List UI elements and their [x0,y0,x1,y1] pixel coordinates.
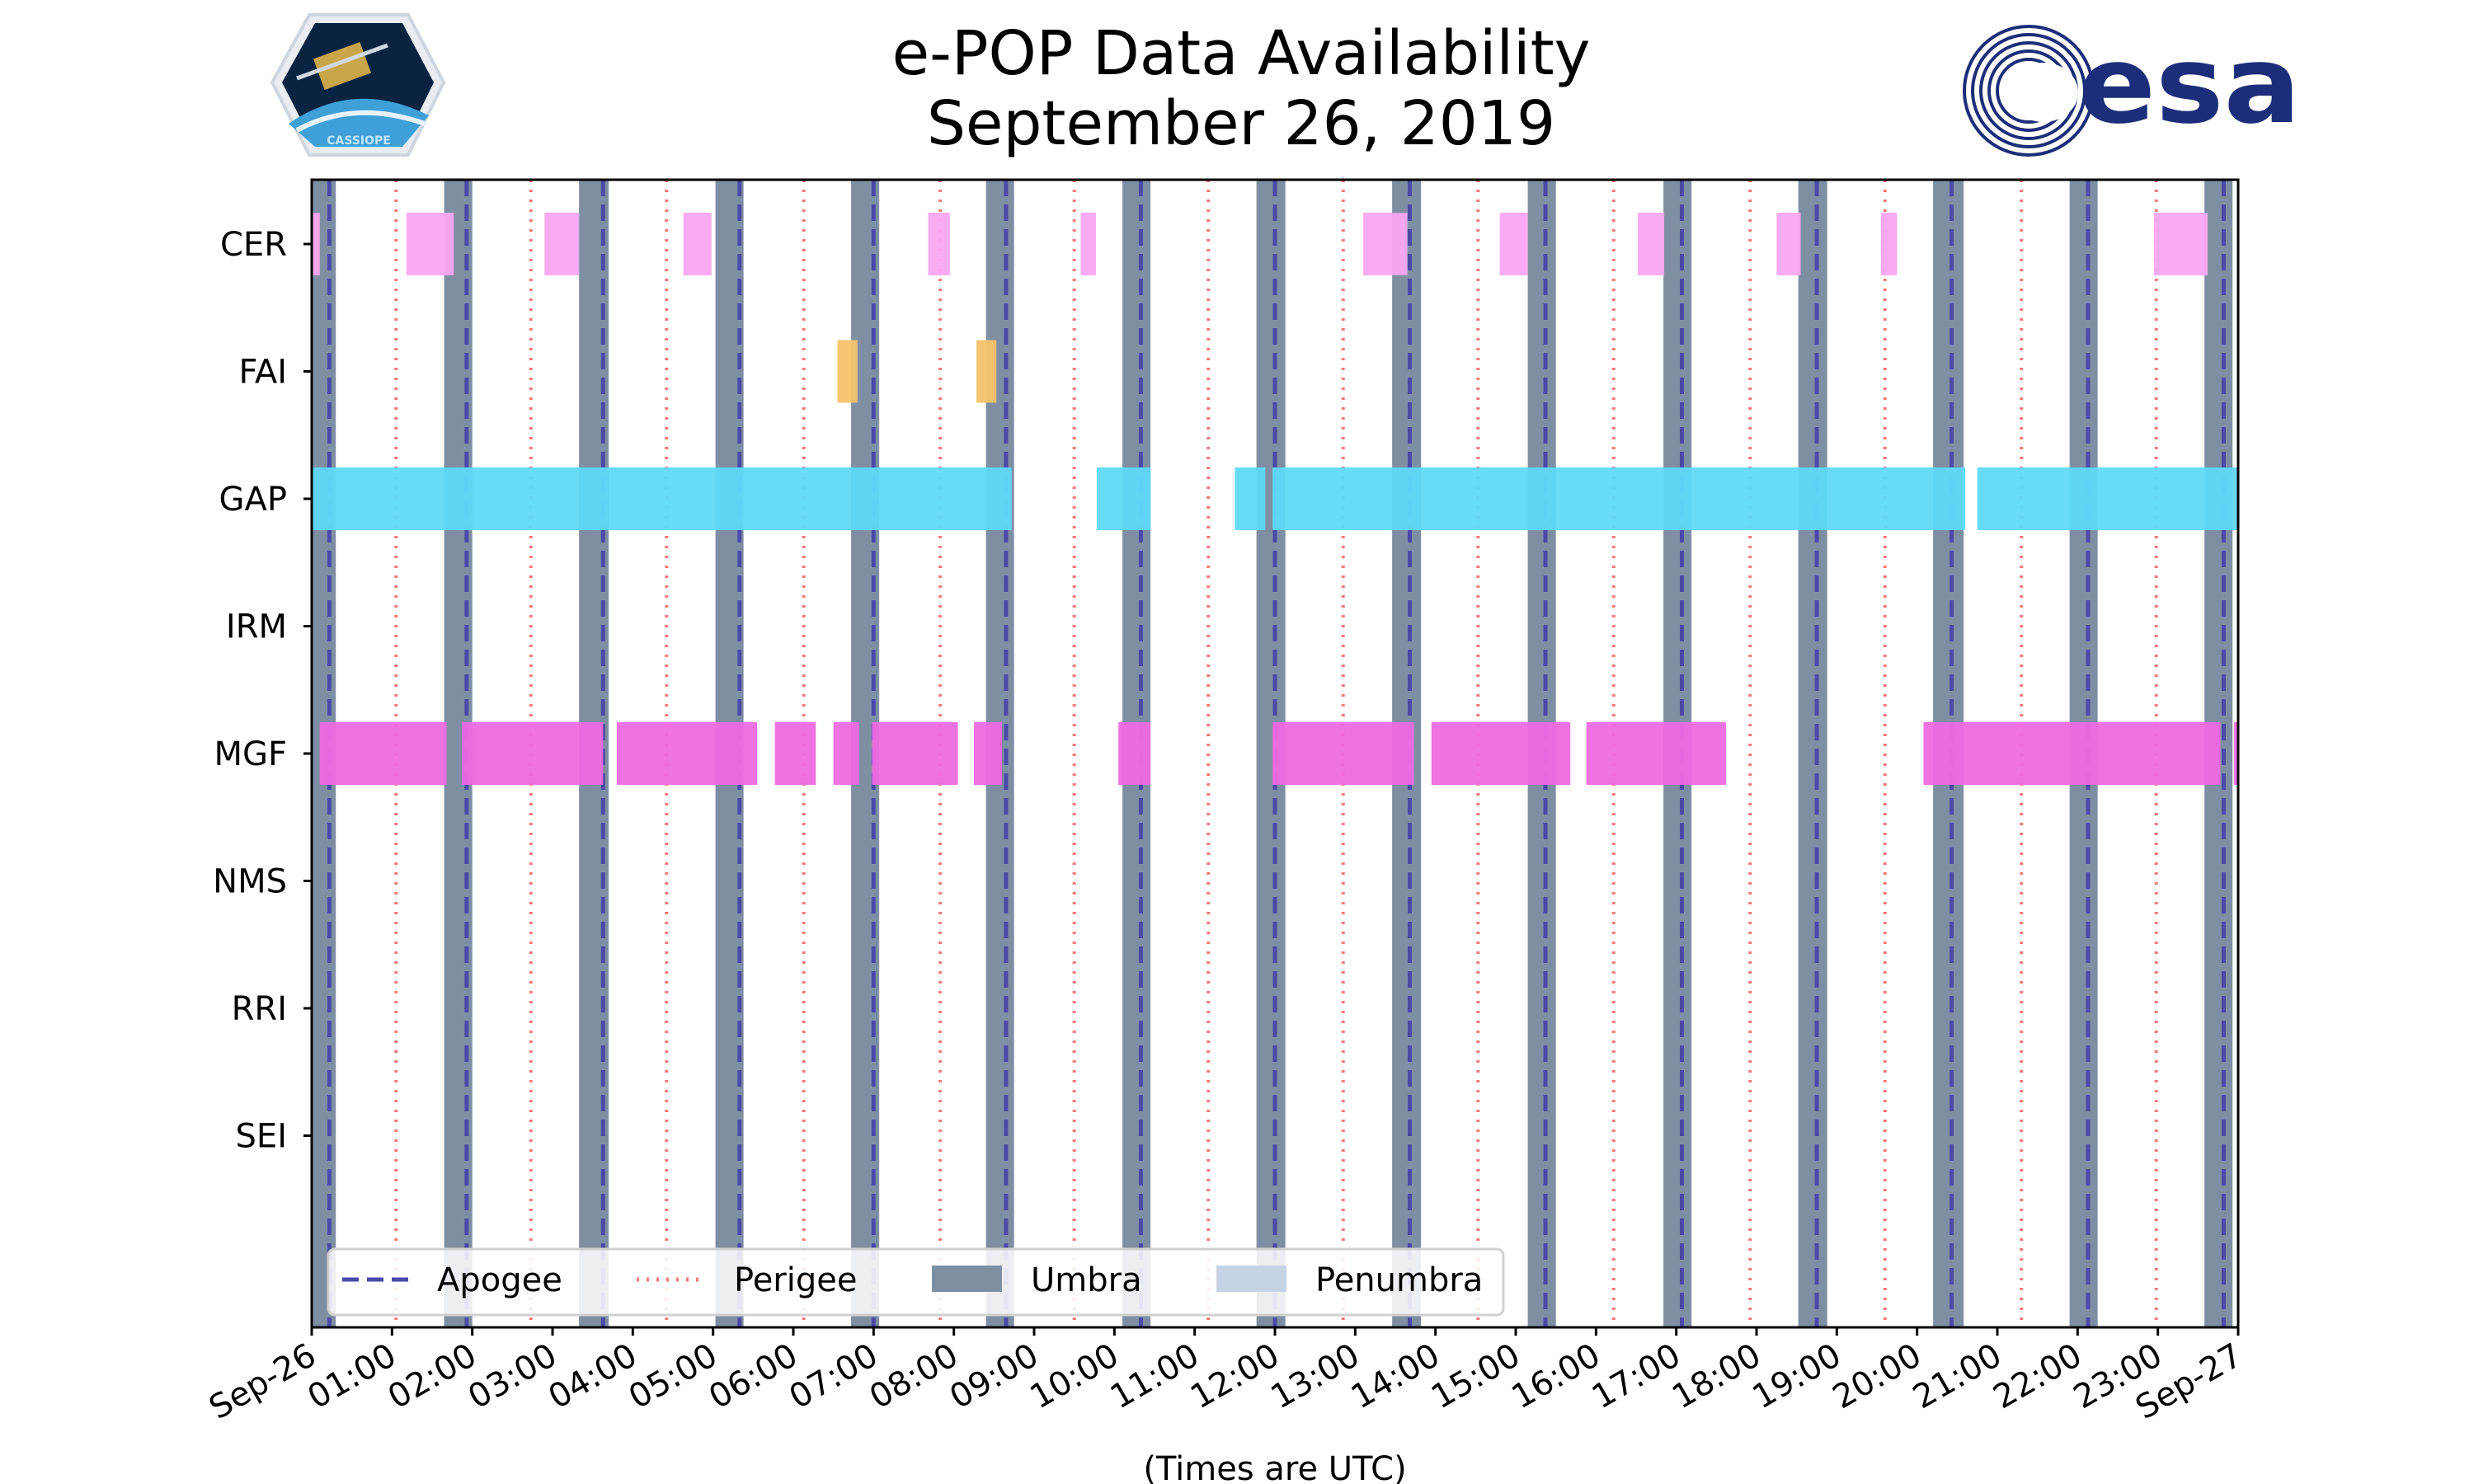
mgf-bar-1 [462,722,604,785]
cer-bar-0 [312,213,320,275]
cer-bar-1 [406,213,454,275]
x-tick-label-9: 09:00 [943,1336,1045,1416]
chart-title-line-2: September 26, 2019 [927,88,1555,159]
x-tick-label-21: 21:00 [1907,1336,2008,1416]
umbra-bands [312,180,2233,1327]
y-tick-label-cer: CER [220,226,287,264]
mgf-bar-11 [1923,722,2221,785]
cer-bar-9 [1776,213,1801,275]
cer-bar-8 [1637,213,1665,275]
y-tick-label-rri: RRI [232,990,287,1028]
y-tick-label-irm: IRM [226,608,287,646]
mgf-bar-9 [1431,722,1571,785]
mgf-bar-2 [616,722,758,785]
mgf-bar-12 [2234,722,2238,785]
mgf-bar-4 [833,722,859,785]
y-tick-label-sei: SEI [236,1118,287,1156]
x-tick-label-3: 03:00 [462,1336,563,1416]
patch-caption: CASSIOPE [327,134,391,148]
x-tick-label-13: 13:00 [1264,1336,1366,1416]
x-tick-label-11: 11:00 [1104,1336,1206,1416]
mgf-bar-0 [319,722,447,785]
cer-bar-11 [2153,213,2208,275]
fai-bar-1 [976,340,997,403]
x-tick-label-6: 06:00 [703,1336,804,1416]
x-tick-label-20: 20:00 [1827,1336,1928,1416]
cassiope-patch-logo: CASSIOPE [270,13,446,157]
x-tick-label-5: 05:00 [623,1336,724,1416]
cer-bar-2 [544,213,580,275]
legend-penumbra-swatch [1216,1266,1286,1292]
legend-perigee-label: Perigee [734,1261,857,1299]
x-tick-label-2: 02:00 [382,1336,483,1416]
cer-bar-7 [1499,213,1528,275]
availability-bars [312,213,2238,785]
esa-wordmark: esa [2078,22,2301,148]
y-tick-label-gap: GAP [219,481,287,519]
y-axis: CER FAI GAP IRM MGF NMS RRI SEI [213,226,312,1156]
gap-bar-3 [1272,467,1966,530]
mgf-bar-5 [872,722,958,785]
x-tick-label-22: 22:00 [1987,1336,2088,1416]
legend-penumbra-label: Penumbra [1315,1261,1483,1299]
x-tick-label-18: 18:00 [1666,1336,1767,1416]
x-tick-label-14: 14:00 [1345,1336,1446,1416]
mgf-bar-3 [774,722,816,785]
y-tick-label-fai: FAI [239,354,288,392]
legend: Apogee Perigee Umbra Penumbra [327,1247,1505,1317]
cer-bar-4 [928,213,950,275]
satellite-icon [313,41,372,91]
gap-bar-1 [1096,467,1151,530]
y-tick-label-mgf: MGF [214,735,287,773]
x-tick-label-15: 15:00 [1425,1336,1526,1416]
mgf-bar-7 [1118,722,1151,785]
legend-umbra-label: Umbra [1031,1261,1142,1299]
x-tick-label-16: 16:00 [1505,1336,1606,1416]
legend-umbra-swatch [932,1266,1002,1292]
cer-bar-5 [1080,213,1096,275]
x-tick-label-7: 07:00 [783,1336,884,1416]
x-axis: Sep-2601:0002:0003:0004:0005:0006:0007:0… [203,1327,2249,1427]
legend-apogee-label: Apogee [437,1261,562,1299]
x-tick-label-19: 19:00 [1746,1336,1847,1416]
fai-bar-0 [837,340,858,403]
cer-bar-6 [1363,213,1408,275]
x-tick-label-4: 04:00 [542,1336,643,1416]
gap-bar-0 [312,467,1012,530]
esa-logo: esa [1963,22,2301,157]
x-axis-label: (Times are UTC) [1143,1450,1406,1484]
mgf-bar-6 [974,722,1003,785]
x-tick-label-12: 12:00 [1184,1336,1286,1416]
x-tick-label-10: 10:00 [1023,1336,1125,1416]
mgf-bar-8 [1272,722,1414,785]
y-tick-label-nms: NMS [213,863,287,901]
cer-bar-10 [1880,213,1898,275]
gap-bar-4 [1977,467,2238,530]
x-tick-label-8: 08:00 [863,1336,965,1416]
cer-bar-3 [683,213,712,275]
chart-title-line-1: e-POP Data Availability [892,18,1591,89]
x-tick-label-17: 17:00 [1586,1336,1687,1416]
umbra-band-11 [1798,180,1827,1327]
gap-bar-2 [1235,467,1266,530]
mgf-bar-10 [1586,722,1727,785]
x-tick-label-1: 01:00 [301,1336,402,1416]
